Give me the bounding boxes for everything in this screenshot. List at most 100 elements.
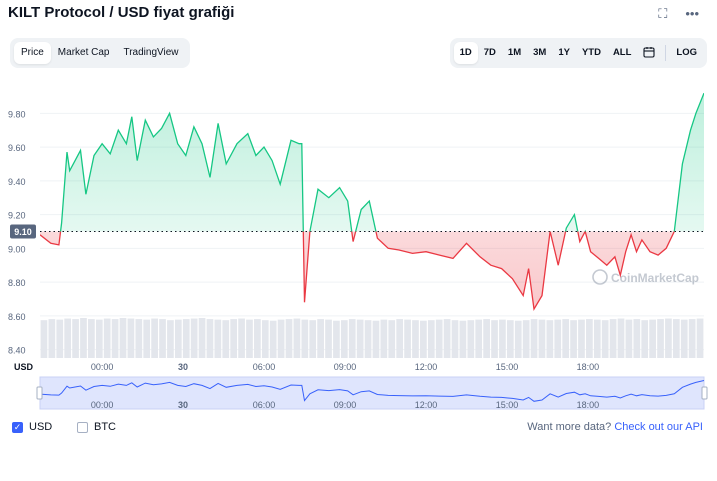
volume-bar [388, 320, 396, 358]
x-tick-label: 18:00 [577, 362, 600, 372]
navigator-tick-label: 15:00 [496, 400, 519, 410]
api-link[interactable]: Check out our API [614, 421, 703, 433]
volume-bar [499, 319, 506, 358]
range-3m[interactable]: 3M [533, 47, 547, 58]
volume-bar [95, 319, 103, 358]
divider [665, 45, 667, 61]
volume-bar [222, 320, 230, 358]
volume-bar [88, 319, 95, 358]
more-icon[interactable]: ••• [685, 6, 699, 21]
x-tick-label: 06:00 [253, 362, 276, 372]
volume-bar [56, 319, 64, 358]
volume-bar [254, 319, 261, 358]
volume-bar [459, 320, 467, 358]
navigator-handle-right [701, 386, 708, 400]
legend-usd-label: USD [29, 421, 53, 433]
x-tick-label: 00:00 [91, 362, 114, 372]
price-line-up [59, 92, 704, 232]
volume-bar [680, 319, 688, 358]
volume-bar [372, 320, 380, 358]
tab-market-cap[interactable]: Market Cap [57, 47, 110, 58]
checkbox-checked-icon[interactable]: ✓ [12, 421, 23, 433]
volume-bar [554, 319, 562, 358]
navigator-tick-label: 30 [178, 400, 188, 410]
area-below-baseline [40, 231, 704, 310]
volume-bar [230, 319, 238, 358]
navigator-tick-label: 00:00 [91, 400, 114, 410]
volume-bar [182, 319, 190, 358]
legend-btc-label: BTC [94, 421, 116, 433]
top-icons: ⛶ ••• [658, 6, 699, 22]
coinmarketcap-logo-icon [592, 269, 608, 285]
volume-bar [467, 320, 475, 358]
volume-bar [48, 319, 56, 358]
calendar-icon[interactable] [637, 42, 661, 64]
y-tick-label: 8.40 [8, 346, 26, 356]
volume-bar [625, 319, 633, 358]
page-title: KILT Protocol / USD fiyat grafiği [8, 4, 235, 21]
checkbox-unchecked-icon[interactable] [77, 421, 88, 433]
expand-icon[interactable]: ⛶ [658, 6, 668, 21]
x-tick-label: 30 [178, 362, 188, 372]
volume-bar [214, 319, 222, 358]
y-tick-label: 8.80 [8, 278, 26, 288]
volume-bar [167, 320, 174, 358]
volume-bar [562, 319, 570, 358]
volume-bar [380, 319, 388, 358]
navigator-tick-label: 18:00 [577, 400, 600, 410]
volume-bar [475, 319, 483, 358]
baseline-label-bg [10, 224, 36, 239]
volume-bar [325, 319, 332, 358]
y-tick-label: 9.20 [8, 211, 26, 221]
volume-bar [206, 319, 214, 358]
price-line-down [40, 231, 675, 312]
volume-bar [135, 319, 143, 358]
tab-tradingview[interactable]: TradingView [123, 47, 179, 58]
legend-btc[interactable]: BTC [77, 421, 116, 433]
volume-bar [649, 319, 656, 358]
volume-bar [443, 319, 451, 358]
range-7d[interactable]: 7D [483, 47, 496, 58]
volume-bar [696, 318, 704, 358]
range-ytd[interactable]: YTD [581, 47, 601, 58]
volume-bar [578, 319, 585, 358]
volume-bar [538, 319, 546, 358]
volume-bar [530, 319, 538, 358]
volume-bar [570, 320, 577, 358]
volume-bar [657, 319, 664, 358]
volume-bar [40, 320, 48, 358]
volume-bar [483, 319, 490, 358]
y-tick-label: 9.40 [8, 177, 26, 187]
volume-bar [427, 320, 435, 358]
volume-bar [333, 320, 340, 358]
volume-bar [491, 320, 498, 358]
tab-price[interactable]: Price [14, 42, 51, 64]
volume-bar [238, 318, 245, 358]
volume-bar [151, 318, 158, 358]
x-tick-label: 12:00 [415, 362, 438, 372]
volume-bar [522, 320, 530, 358]
y-tick-label: 9.60 [8, 143, 26, 153]
volume-bar [609, 319, 617, 358]
volume-bar [174, 319, 182, 358]
y-tick-label: 9.80 [8, 109, 26, 119]
volume-bar [593, 319, 601, 358]
range-tabs: 1D 7D 1M 3M 1Y YTD ALL LOG [449, 38, 707, 68]
range-1m[interactable]: 1M [507, 47, 522, 58]
volume-bar [143, 319, 151, 358]
volume-bar [190, 318, 198, 358]
volume-bar [451, 320, 459, 358]
watermark: CoinMarketCap [592, 269, 699, 285]
volume-bar [506, 320, 514, 358]
range-all[interactable]: ALL [612, 47, 632, 58]
volume-bar [111, 319, 119, 358]
range-1d[interactable]: 1D [453, 42, 478, 64]
volume-bar [601, 320, 609, 358]
volume-bar [340, 320, 348, 358]
volume-bar [617, 318, 625, 358]
range-1y[interactable]: 1Y [558, 47, 570, 58]
navigator-area [39, 376, 705, 410]
log-toggle[interactable]: LOG [676, 47, 697, 58]
legend-usd[interactable]: ✓ USD [12, 421, 52, 433]
volume-bar [688, 319, 696, 358]
